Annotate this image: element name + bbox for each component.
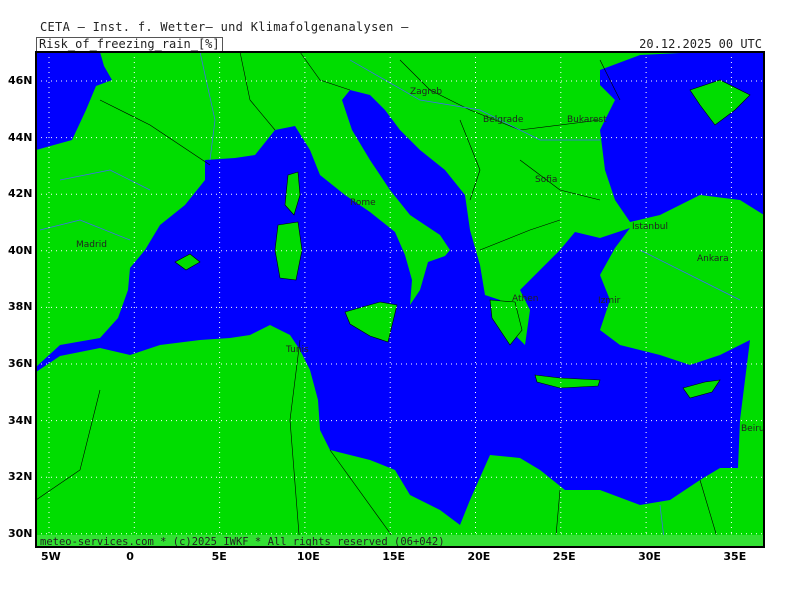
city-label: Ankara <box>697 254 729 264</box>
header-title: CETA — Inst. f. Wetter— und Klimafolgena… <box>40 20 409 34</box>
lon-tick-label: 35E <box>723 550 747 563</box>
crimea <box>689 79 751 126</box>
cyprus <box>682 379 721 399</box>
black-sea <box>600 52 764 222</box>
rivers <box>39 51 741 548</box>
lat-tick-label: 36N <box>8 357 33 370</box>
islands <box>174 79 751 399</box>
city-label: Belgrade <box>483 115 524 125</box>
map-canvas[interactable]: meteo-services.com * (c)2025 IWKF * All … <box>35 51 765 548</box>
city-label: Sofia <box>535 175 557 185</box>
city-label: Istanbul <box>632 222 668 232</box>
map-frame <box>35 51 765 548</box>
footer-band <box>36 535 764 547</box>
corsica <box>284 171 301 216</box>
city-label: Tunis <box>285 345 309 355</box>
city-label: Madrid <box>76 240 107 250</box>
city-label: Rome <box>350 198 376 208</box>
bay-of-biscay <box>36 52 112 150</box>
lon-tick-label: 20E <box>467 550 491 563</box>
lon-tick-label: 25E <box>552 550 576 563</box>
valid-time: 20.12.2025 00 UTC <box>639 37 762 51</box>
lon-tick-label: 30E <box>638 550 661 563</box>
lon-tick-label: 5W <box>41 550 61 563</box>
lat-tick-label: 42N <box>8 187 33 201</box>
mallorca <box>174 253 201 271</box>
city-label: Athen <box>512 294 538 304</box>
parameter-label: Risk_of_freezing_rain_[%] <box>36 37 223 52</box>
lat-tick-label: 30N <box>8 526 33 540</box>
lat-tick-label: 44N <box>8 130 33 144</box>
city-label: Zagreb <box>410 87 442 97</box>
lat-tick-label: 40N <box>8 243 33 257</box>
city-label: Beirut <box>741 424 765 434</box>
lon-tick-label: 5E <box>211 550 227 563</box>
lon-tick-label: 15E <box>382 550 406 563</box>
lon-tick-label: 10E <box>296 550 320 563</box>
city-label: Izmir <box>598 296 621 306</box>
lat-tick-label: 34N <box>8 413 33 427</box>
city-label: Bukarest <box>567 115 607 125</box>
lon-tick-label: 0 <box>126 550 134 563</box>
sicily <box>344 301 398 343</box>
crete <box>534 374 601 389</box>
lat-tick-label: 32N <box>8 470 33 484</box>
city-labels: Zagreb Belgrade Bukarest Sofia Rome Istanbul M… <box>76 87 765 434</box>
lat-tick-label: 38N <box>8 300 33 314</box>
footer-copyright: meteo-services.com * (c)2025 IWKF * All … <box>40 536 445 548</box>
borders <box>35 51 721 548</box>
lat-tick-label: 46N <box>8 74 33 87</box>
sardinia <box>274 221 303 281</box>
peloponnese <box>489 299 523 346</box>
